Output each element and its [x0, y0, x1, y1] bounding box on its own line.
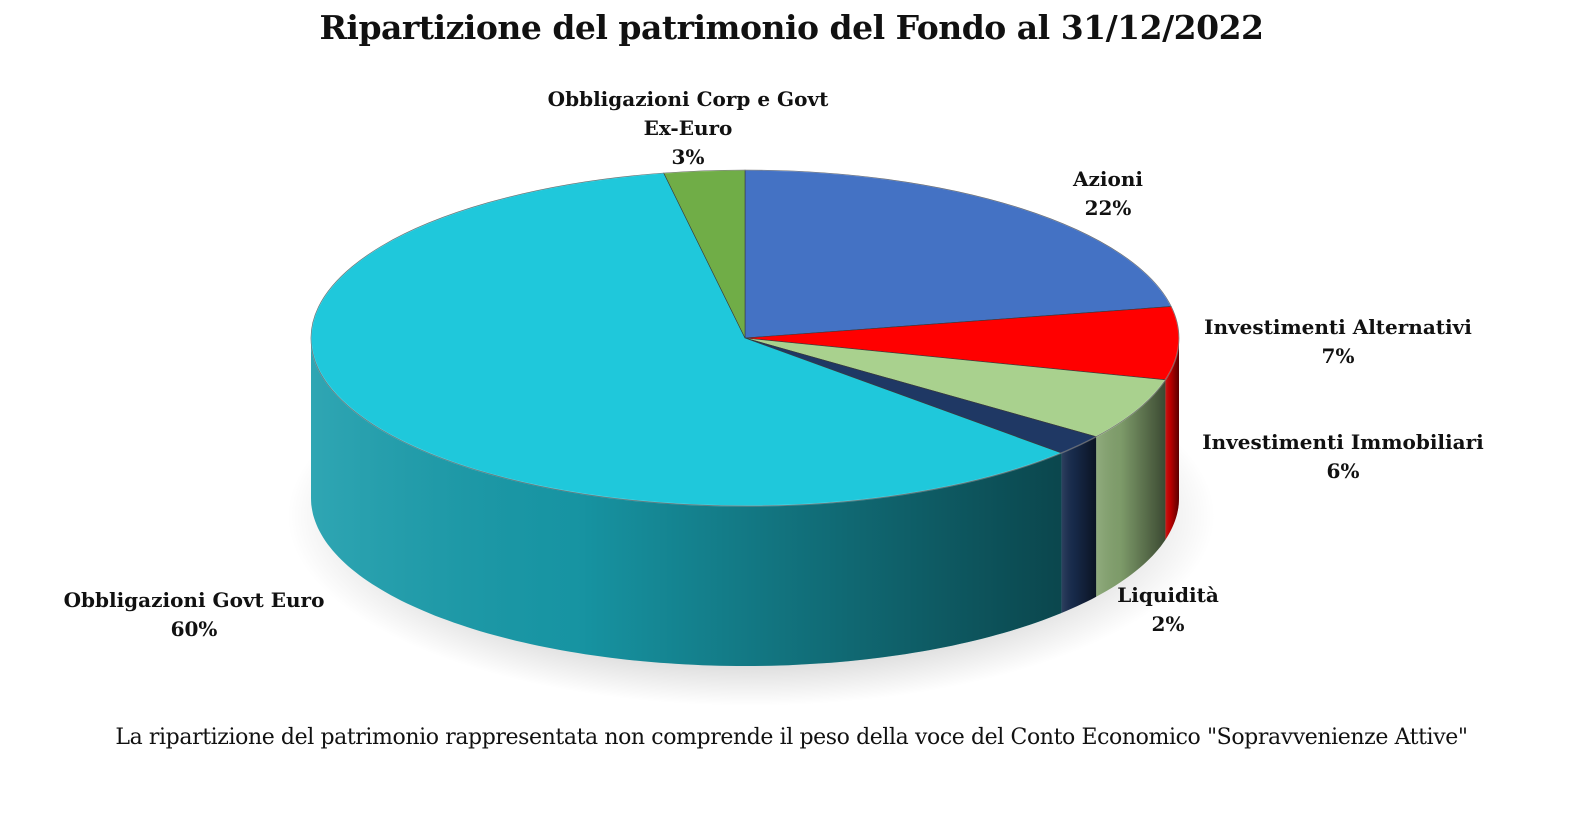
pie-wall-shade-1 [1165, 338, 1179, 540]
pie-slice-0 [744, 169, 1172, 339]
pie-slice-2 [744, 337, 1166, 438]
slice-label-3: Liquidità 2% [1117, 583, 1219, 636]
slice-label-2: Investimenti Immobiliari 6% [1202, 430, 1484, 483]
slice-label-5: Obbligazioni Corp e Govt Ex-Euro 3% [548, 87, 829, 169]
footnote: La ripartizione del patrimonio rappresen… [115, 725, 1468, 750]
pie-slice-5 [663, 169, 746, 339]
pie-wall-shade-4 [311, 338, 1062, 666]
pie-chart: Azioni 22% Investimenti Alternativi 7% Inves… [64, 87, 1484, 706]
slice-label-4: Obbligazioni Govt Euro 60% [64, 588, 325, 641]
pie-slice-1 [744, 306, 1180, 381]
slice-label-1: Investimenti Alternativi 7% [1204, 315, 1472, 368]
pie-rim [310, 169, 1180, 507]
pie-slice-4 [310, 172, 1063, 507]
pie-wall-shade-3 [1061, 436, 1097, 613]
slice-label-0: Azioni 22% [1072, 167, 1143, 220]
pie-wall-shade-2 [1096, 379, 1166, 597]
chart-title: Ripartizione del patrimonio del Fondo al… [319, 8, 1264, 47]
